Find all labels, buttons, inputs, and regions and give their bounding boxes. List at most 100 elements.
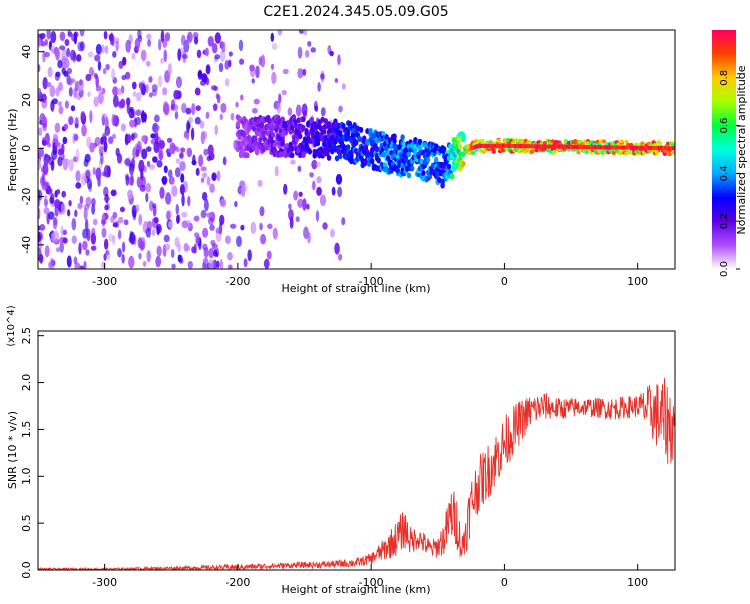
noise-speckle xyxy=(282,68,289,75)
signal-pixel xyxy=(362,135,367,142)
noise-speckle xyxy=(164,243,171,251)
noise-speckle xyxy=(251,107,258,114)
signal-pixel xyxy=(315,140,321,147)
noise-speckle xyxy=(85,196,92,207)
noise-speckle xyxy=(298,191,303,197)
noise-speckle xyxy=(206,212,213,218)
signal-core xyxy=(566,144,570,149)
signal-core xyxy=(564,144,568,149)
noise-speckle xyxy=(136,176,142,188)
noise-speckle xyxy=(165,148,170,155)
noise-speckle xyxy=(297,67,304,79)
noise-speckle xyxy=(247,249,252,262)
noise-speckle xyxy=(112,211,118,219)
noise-speckle xyxy=(227,251,233,261)
noise-speckle xyxy=(87,91,91,98)
signal-pixel xyxy=(470,150,476,155)
noise-speckle xyxy=(180,147,186,153)
noise-speckle xyxy=(194,116,201,125)
signal-core xyxy=(508,143,512,148)
noise-speckle xyxy=(48,261,52,269)
noise-speckle xyxy=(281,89,287,96)
signal-pixel xyxy=(330,134,335,141)
noise-speckle xyxy=(54,199,61,209)
signal-core xyxy=(476,144,480,149)
noise-speckle xyxy=(81,240,88,251)
noise-speckle xyxy=(50,30,57,44)
noise-speckle xyxy=(175,76,182,89)
noise-speckle xyxy=(79,195,84,205)
noise-speckle xyxy=(311,159,318,170)
y-tick-label: 2.5 xyxy=(20,327,33,345)
noise-speckle xyxy=(317,81,321,92)
signal-core xyxy=(658,146,662,151)
noise-speckle xyxy=(249,64,255,72)
noise-speckle xyxy=(93,96,99,108)
snr-x-axis: -300 -200 -100 0 100 xyxy=(92,564,648,589)
x-tick-label: -200 xyxy=(225,576,250,589)
signal-pixel xyxy=(449,173,455,180)
noise-speckle xyxy=(214,124,219,136)
noise-speckle xyxy=(181,193,185,207)
noise-speckle xyxy=(278,93,282,104)
signal-core xyxy=(550,144,554,149)
signal-pixel xyxy=(461,160,466,167)
noise-speckle xyxy=(38,64,41,73)
noise-speckle xyxy=(125,39,132,53)
noise-speckle xyxy=(162,87,168,96)
noise-speckle xyxy=(117,248,122,258)
signal-pixel xyxy=(410,165,415,172)
signal-core xyxy=(588,145,592,150)
noise-speckle xyxy=(181,220,188,229)
noise-speckle xyxy=(91,203,96,215)
noise-speckle xyxy=(42,181,49,187)
signal-pixel xyxy=(672,150,675,155)
noise-speckle xyxy=(85,73,92,82)
noise-speckle xyxy=(111,133,117,140)
noise-speckle xyxy=(240,94,244,101)
noise-speckle xyxy=(171,185,178,197)
signal-pixel xyxy=(314,123,319,130)
noise-speckle xyxy=(168,176,175,185)
noise-speckle xyxy=(267,223,273,229)
noise-speckle xyxy=(60,202,66,215)
noise-speckle xyxy=(43,207,50,215)
noise-speckle xyxy=(103,30,108,40)
signal-pixel xyxy=(473,138,479,143)
signal-pixel xyxy=(301,116,306,123)
signal-pixel xyxy=(346,144,351,151)
noise-speckle xyxy=(115,147,120,157)
noise-speckle xyxy=(183,242,189,252)
y-tick-label: 1.5 xyxy=(20,421,33,439)
noise-speckle xyxy=(41,139,47,147)
noise-speckle xyxy=(154,132,159,144)
noise-speckle xyxy=(205,111,210,119)
noise-speckle xyxy=(104,45,109,54)
noise-speckle xyxy=(139,240,145,251)
noise-speckle xyxy=(87,51,94,58)
noise-speckle xyxy=(209,224,215,231)
noise-speckle xyxy=(64,39,70,47)
noise-speckle xyxy=(157,75,163,88)
noise-speckle xyxy=(117,88,122,96)
signal-pixel xyxy=(449,148,455,155)
signal-pixel xyxy=(290,152,295,159)
noise-speckle xyxy=(335,173,343,185)
noise-speckle xyxy=(58,81,63,92)
signal-core xyxy=(484,143,488,148)
noise-speckle xyxy=(201,262,207,269)
noise-speckle xyxy=(55,247,61,253)
noise-speckle xyxy=(68,199,72,207)
noise-speckle xyxy=(78,242,82,255)
signal-core xyxy=(604,145,608,150)
signal-core xyxy=(612,145,616,150)
signal-pixel xyxy=(264,144,269,151)
noise-speckle xyxy=(84,153,91,163)
signal-pixel xyxy=(433,156,439,163)
noise-speckle xyxy=(103,164,110,178)
noise-speckle xyxy=(128,176,133,186)
noise-speckle xyxy=(115,40,119,52)
signal-core xyxy=(662,146,666,151)
noise-speckle xyxy=(119,206,126,213)
noise-speckle xyxy=(200,177,205,183)
